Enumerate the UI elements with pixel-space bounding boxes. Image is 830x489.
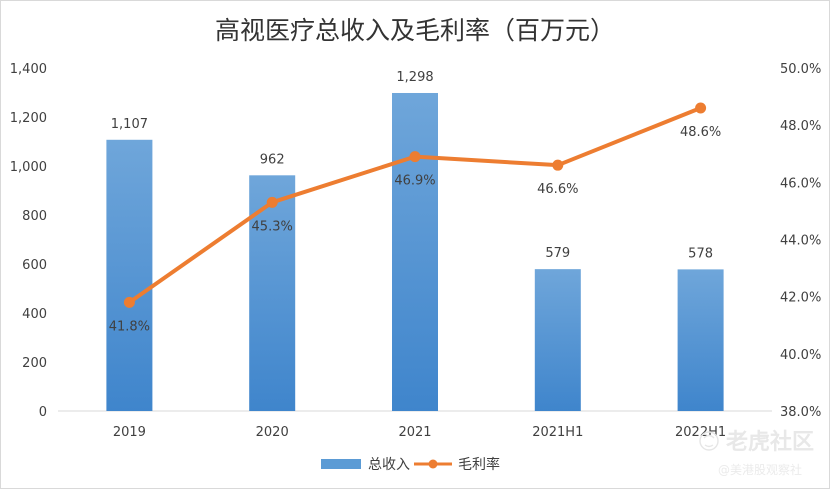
margin-data-label: 41.8% bbox=[109, 319, 150, 334]
margin-data-label: 46.6% bbox=[537, 182, 578, 197]
margin-line-series bbox=[123, 102, 707, 308]
revenue-data-label: 579 bbox=[545, 246, 570, 261]
revenue-data-label: 962 bbox=[260, 152, 285, 167]
watermark-sub: @美港股观察社 bbox=[718, 462, 802, 477]
left-tick-label: 400 bbox=[22, 307, 47, 322]
watermark: 老虎社区 @美港股观察社 bbox=[699, 429, 814, 477]
right-tick-label: 38.0% bbox=[780, 405, 821, 420]
left-axis-ticks: 0 200 400 600 800 1,000 1,200 1,400 bbox=[10, 62, 47, 420]
revenue-bar bbox=[392, 92, 438, 412]
x-tick-label: 2022H1 bbox=[675, 425, 726, 440]
left-tick-label: 200 bbox=[22, 356, 47, 371]
legend-label-margin: 毛利率 bbox=[458, 456, 500, 473]
margin-data-label: 46.9% bbox=[394, 174, 435, 189]
revenue-bar bbox=[534, 269, 581, 411]
revenue-data-label: 578 bbox=[688, 246, 713, 261]
left-tick-label: 1,000 bbox=[10, 160, 47, 175]
margin-point bbox=[695, 102, 707, 114]
margin-data-label: 45.3% bbox=[252, 219, 293, 234]
legend: 总收入 毛利率 bbox=[321, 456, 500, 473]
x-tick-label: 2021H1 bbox=[532, 425, 583, 440]
revenue-bar bbox=[249, 175, 296, 411]
revenue-bars bbox=[106, 92, 724, 412]
watermark-icon-detail bbox=[703, 434, 715, 448]
revenue-bar bbox=[677, 269, 724, 411]
right-tick-label: 50.0% bbox=[780, 62, 821, 77]
right-tick-label: 48.0% bbox=[780, 119, 821, 134]
right-tick-label: 42.0% bbox=[780, 291, 821, 306]
x-tick-label: 2019 bbox=[113, 425, 146, 440]
right-axis-ticks: 38.0% 40.0% 42.0% 44.0% 46.0% 48.0% 50.0% bbox=[780, 62, 821, 420]
chart-title: 高视医疗总收入及毛利率（百万元） bbox=[215, 16, 615, 45]
right-tick-label: 46.0% bbox=[780, 176, 821, 191]
tiger-community-icon bbox=[699, 431, 719, 451]
revenue-data-label: 1,107 bbox=[111, 117, 148, 132]
revenue-data-label: 1,298 bbox=[396, 70, 433, 85]
margin-data-label: 48.6% bbox=[680, 125, 721, 140]
margin-point bbox=[409, 151, 421, 163]
revenue-labels: 1,107 962 1,298 579 578 bbox=[111, 70, 713, 261]
x-axis-labels: 2019 2020 2021 2021H1 2022H1 bbox=[113, 425, 726, 440]
margin-point bbox=[123, 296, 135, 308]
right-tick-label: 44.0% bbox=[780, 234, 821, 249]
left-tick-label: 1,400 bbox=[10, 62, 47, 77]
left-tick-label: 600 bbox=[22, 258, 47, 273]
left-tick-label: 800 bbox=[22, 209, 47, 224]
x-tick-label: 2020 bbox=[256, 425, 289, 440]
revenue-bar bbox=[106, 139, 153, 411]
watermark-main: 老虎社区 bbox=[725, 429, 814, 455]
x-tick-label: 2021 bbox=[398, 425, 431, 440]
right-tick-label: 40.0% bbox=[780, 348, 821, 363]
margin-labels: 41.8% 45.3% 46.9% 46.6% 48.6% bbox=[109, 125, 722, 334]
legend-marker-margin bbox=[428, 459, 438, 469]
margin-point bbox=[552, 159, 564, 171]
legend-swatch-revenue bbox=[321, 459, 361, 469]
legend-label-revenue: 总收入 bbox=[368, 457, 410, 473]
margin-point bbox=[266, 196, 278, 208]
left-tick-label: 1,200 bbox=[10, 111, 47, 126]
left-tick-label: 0 bbox=[39, 405, 47, 420]
